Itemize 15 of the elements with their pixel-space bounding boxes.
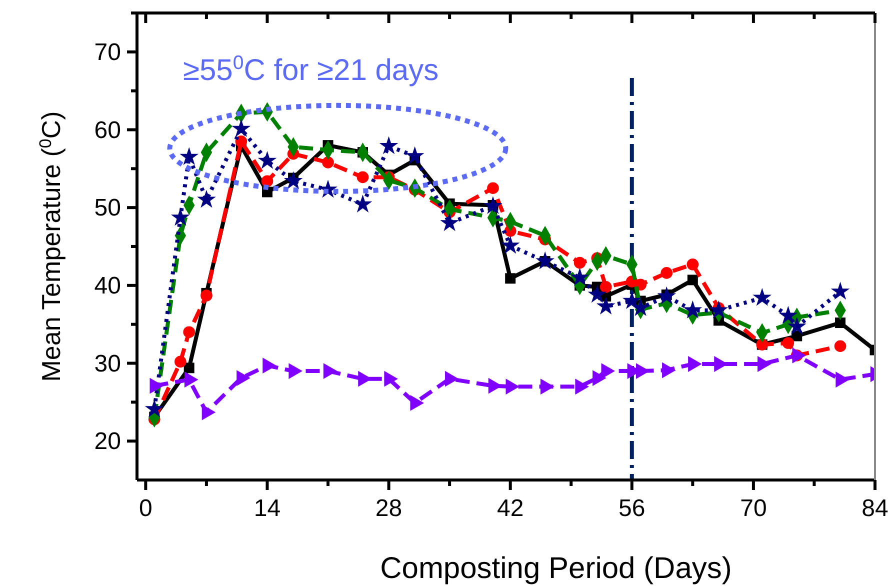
x-tick-label: 0: [139, 495, 152, 522]
x-tick-label: 28: [375, 495, 402, 522]
x-tick-label: 14: [254, 495, 281, 522]
x-tick-label: 70: [740, 495, 767, 522]
annotation: ≥55$^{0}$C for ≥21 days: [183, 52, 439, 87]
y-tick-label: 70: [94, 38, 121, 66]
x-tick-label: 56: [618, 495, 646, 522]
y-tick-label: 30: [94, 350, 121, 378]
x-tick-label: 42: [496, 495, 524, 522]
x-tick-label: 84: [862, 495, 888, 522]
x-axis-title: Composting Period (Days): [380, 552, 732, 585]
y-tick-label: 60: [94, 116, 121, 144]
y-tick-label: 50: [94, 194, 121, 222]
y-tick-label: 40: [94, 272, 121, 300]
y-tick-label: 20: [94, 428, 121, 456]
